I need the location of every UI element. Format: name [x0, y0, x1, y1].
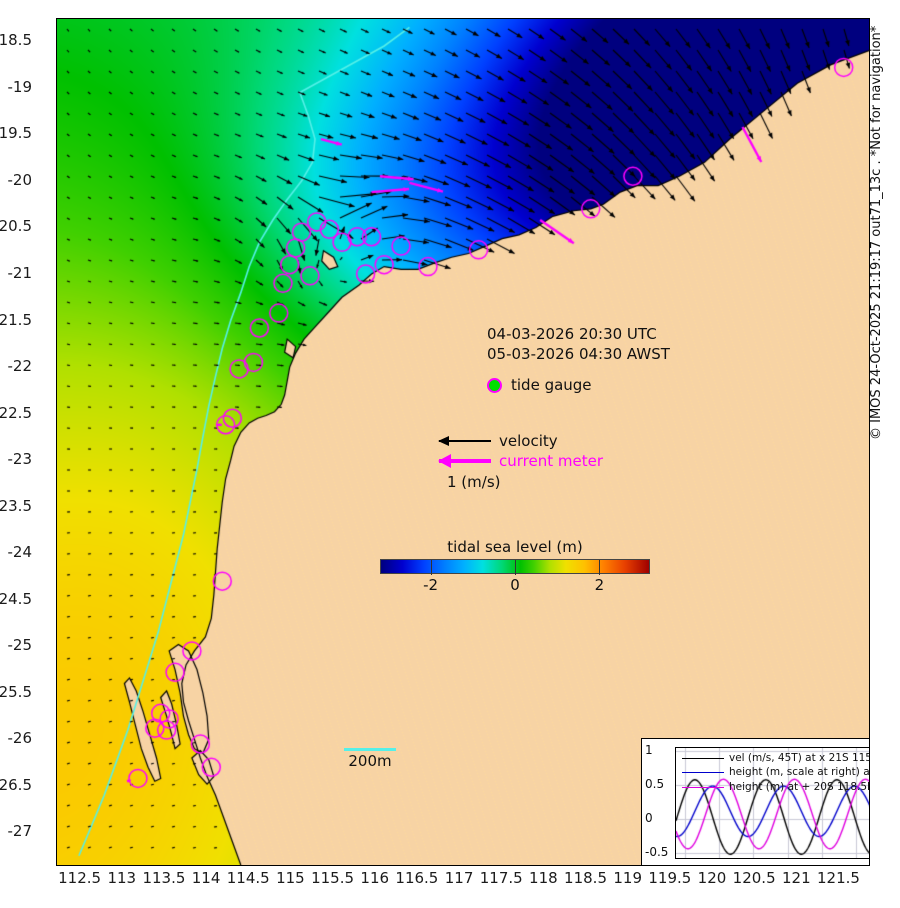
y-tick-label: -23: [7, 450, 33, 469]
contour-line-icon: [344, 748, 396, 751]
x-tick-label: 119.5: [648, 869, 692, 887]
y-tick-label: -20.5: [0, 217, 32, 236]
velocity-label: velocity: [499, 432, 558, 450]
colorbar-tick: [598, 560, 600, 575]
velocity-key-row: velocity: [438, 431, 603, 451]
y-tick-label: -20: [7, 170, 33, 189]
inset-left-tick-label: 1: [645, 743, 653, 758]
colorbar-tickmarks: [381, 560, 649, 575]
contour-label: 200m: [348, 752, 392, 770]
y-tick-label: -23.5: [0, 496, 32, 515]
inset-left-tick-label: -0.5: [645, 844, 669, 859]
inset-x-tick-label: 6: [783, 865, 791, 866]
x-tick-label: 114: [191, 869, 221, 887]
x-tick-label: 115: [276, 869, 305, 887]
y-tick-label: -25: [7, 636, 33, 655]
inset-legend-item: height (m) at + 20S 118.5E: [682, 780, 870, 794]
x-tick-label: 116.5: [395, 869, 439, 887]
y-tick-label: -24.5: [0, 589, 32, 608]
colorbar-tick-label: -2: [423, 576, 439, 594]
legend-line-height-x-icon: [682, 772, 724, 774]
copyright-notice: © IMOS 24-Oct-2025 21:19:17 out71_13c . …: [869, 25, 884, 440]
datetime-local: 05-03-2026 04:30 AWST: [487, 344, 670, 363]
x-tick-label: 118.5: [564, 869, 607, 887]
y-tick-label: -26: [7, 729, 33, 748]
inset-legend-item: height (m, scale at right) at x: [682, 765, 870, 779]
datetime-annotation: 04-03-2026 20:30 UTC 05-03-2026 04:30 AW…: [487, 325, 670, 365]
current-meter-key-row: current meter: [438, 451, 603, 471]
y-tick-label: -21: [7, 264, 33, 282]
inset-plot-area[interactable]: vel (m/s, 45T) at x 21S 115.7E height (m…: [675, 747, 870, 859]
x-tick-label: 117: [444, 869, 474, 887]
inset-x-tick-label: -6: [712, 865, 724, 866]
legend-label-height-plus: height (m) at + 20S 118.5E: [729, 780, 870, 793]
colorbar-title: tidal sea level (m): [447, 538, 583, 556]
inset-x-tick-label: 18: [847, 865, 862, 866]
inset-left-tick-label: 0: [645, 811, 653, 826]
x-tick-label: 115.5: [311, 869, 355, 887]
legend-line-height-plus-icon: [682, 786, 724, 788]
x-tick-label: 117.5: [479, 869, 523, 887]
tide-gauge-icon: [487, 377, 502, 393]
y-tick-label: -21.5: [0, 310, 32, 329]
x-tick-label: 120: [697, 869, 727, 887]
timeseries-inset[interactable]: vel (m/s, 45T) at x 21S 115.7E height (m…: [641, 738, 870, 866]
inset-left-tick-label: 0.5: [645, 777, 665, 792]
x-tick-label: 114.5: [226, 869, 270, 887]
x-tick-label: 113: [107, 869, 137, 887]
y-tick-label: -22.5: [0, 403, 32, 422]
tide-gauge-legend: tide gauge: [487, 376, 592, 394]
velocity-arrow-icon: [438, 436, 491, 446]
map-frame[interactable]: 04-03-2026 20:30 UTC 05-03-2026 04:30 AW…: [56, 18, 870, 866]
y-tick-label: -18.5: [0, 31, 32, 50]
inset-x-tick-label: 0: [748, 865, 756, 866]
velocity-key: velocity current meter 1 (m/s): [438, 431, 603, 491]
y-tick-label: -24: [7, 543, 33, 562]
legend-line-velocity-icon: [682, 757, 724, 759]
x-tick-label: 119: [613, 869, 643, 887]
tide-gauge-label: tide gauge: [511, 376, 592, 394]
colorbar-tick: [431, 560, 433, 575]
y-tick-label: -25.5: [0, 682, 32, 701]
inset-x-tick-label: -12: [674, 865, 694, 866]
colorbar-tick-label: 0: [510, 576, 520, 594]
colorbar: tidal sea level (m) -2 0 2: [380, 538, 650, 596]
x-tick-label: 121.5: [817, 869, 860, 887]
colorbar-tick-label: 2: [594, 576, 605, 594]
x-tick-label: 116: [360, 869, 390, 887]
depth-contour-key: 200m: [344, 748, 396, 770]
x-tick-label: 120.5: [732, 869, 776, 887]
colorbar-tick: [515, 560, 516, 575]
colorbar-gradient: [380, 559, 650, 575]
x-tick-label: 112.5: [58, 869, 102, 887]
y-tick-label: -19: [7, 77, 33, 96]
datetime-utc: 04-03-2026 20:30 UTC: [487, 325, 657, 343]
x-tick-label: 121: [782, 869, 811, 887]
y-tick-label: -26.5: [0, 775, 32, 794]
legend-label-velocity: vel (m/s, 45T) at x 21S 115.7E: [729, 752, 870, 764]
x-tick-label: 118: [529, 869, 558, 887]
y-tick-label: -22: [7, 357, 33, 376]
inset-legend: vel (m/s, 45T) at x 21S 115.7E height (m…: [682, 751, 870, 794]
speed-scale-label: 1 (m/s): [447, 473, 501, 491]
current-meter-arrow-icon: [438, 454, 491, 468]
tidal-sea-level-map[interactable]: [57, 19, 869, 865]
inset-legend-item: vel (m/s, 45T) at x 21S 115.7E: [682, 751, 870, 765]
y-tick-label: -19.5: [0, 124, 32, 143]
colorbar-tick-labels: -2 0 2: [380, 576, 650, 596]
legend-label-height-x: height (m, scale at right) at x: [729, 766, 870, 779]
current-meter-label: current meter: [499, 452, 603, 470]
y-tick-label: -27: [7, 822, 33, 841]
x-tick-label: 113.5: [142, 869, 186, 887]
inset-x-tick-label: 12: [813, 865, 828, 866]
inset-timeseries-canvas: [676, 748, 869, 858]
